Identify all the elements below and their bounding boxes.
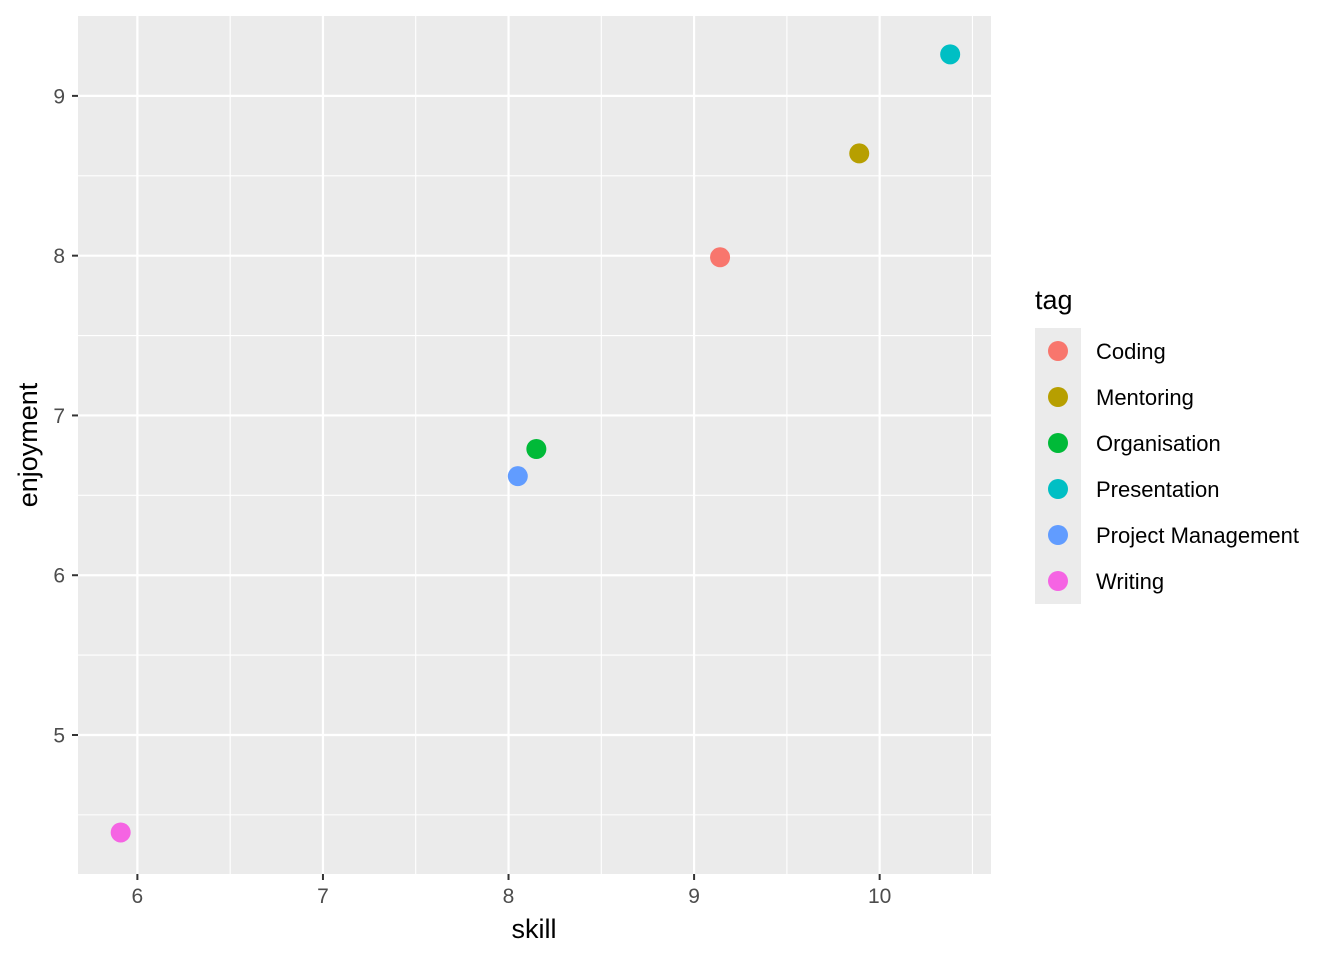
minor-gridlines — [78, 16, 991, 874]
legend-key — [1048, 387, 1068, 407]
y-tick-label: 9 — [53, 85, 65, 108]
legend-label: Coding — [1096, 339, 1166, 364]
data-point — [849, 143, 870, 164]
y-tick-label: 6 — [53, 565, 65, 588]
legend: tag Coding Mentoring Organisation Presentat… — [1035, 285, 1299, 604]
data-point — [710, 247, 731, 268]
x-tick-label: 6 — [132, 885, 144, 908]
y-tick-label: 5 — [53, 724, 65, 747]
x-axis-title: skill — [512, 914, 557, 944]
data-point — [110, 822, 131, 843]
x-axis: 6 7 8 9 10 — [132, 874, 891, 908]
legend-key — [1048, 479, 1068, 499]
legend-label: Writing — [1096, 569, 1164, 594]
y-tick-label: 8 — [53, 245, 65, 268]
y-tick-label: 7 — [53, 405, 65, 428]
data-point — [526, 438, 547, 459]
legend-label: Organisation — [1096, 431, 1221, 456]
x-tick-label: 9 — [688, 885, 700, 908]
legend-label: Project Management — [1096, 523, 1299, 548]
legend-key-background — [1035, 328, 1081, 604]
legend-key — [1048, 525, 1068, 545]
legend-items: Coding Mentoring Organisation Presentation P… — [1048, 339, 1299, 594]
data-points — [110, 44, 961, 843]
y-axis: 5 6 7 8 9 — [53, 85, 78, 747]
legend-key — [1048, 341, 1068, 361]
x-tick-label: 8 — [503, 885, 515, 908]
data-point — [940, 44, 961, 65]
data-point — [507, 466, 528, 487]
legend-label: Presentation — [1096, 477, 1220, 502]
legend-label: Mentoring — [1096, 385, 1194, 410]
x-tick-label: 7 — [317, 885, 329, 908]
legend-key — [1048, 433, 1068, 453]
legend-title: tag — [1035, 285, 1073, 315]
legend-key — [1048, 571, 1068, 591]
x-tick-label: 10 — [868, 885, 891, 908]
major-gridlines — [78, 16, 991, 874]
y-axis-title: enjoyment — [13, 382, 43, 507]
